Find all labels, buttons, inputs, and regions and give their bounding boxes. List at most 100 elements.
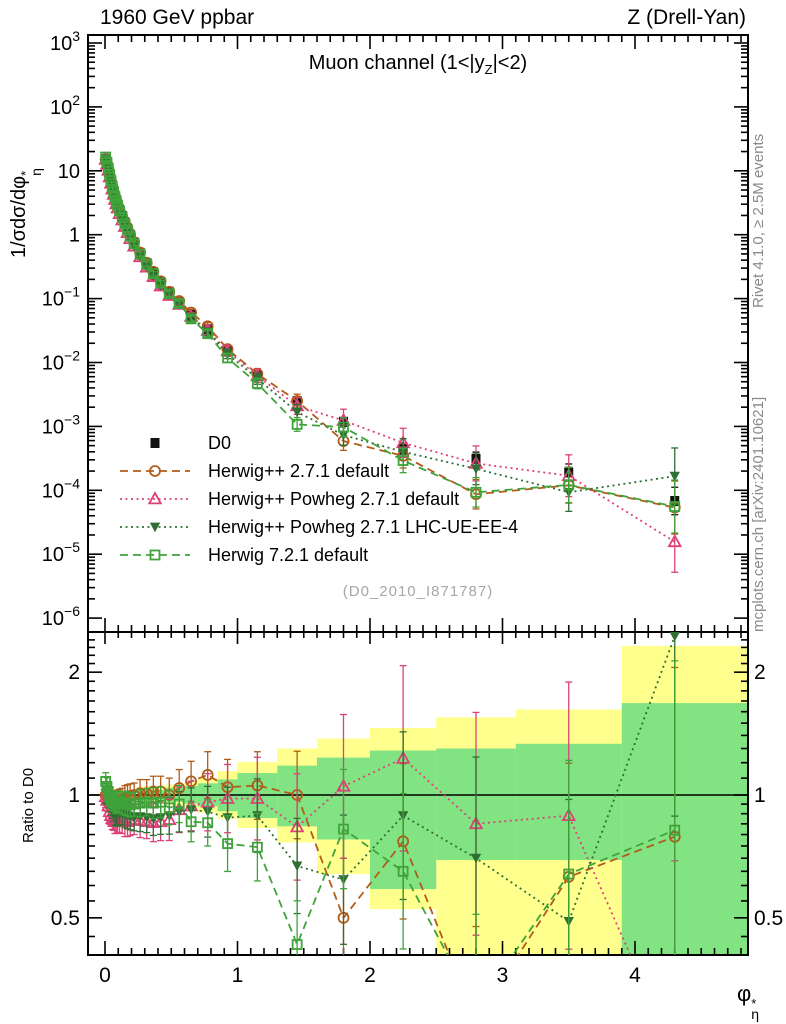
data-point-marker [147,797,159,809]
data-point-marker [114,205,125,217]
ratio-y-tick-label-left: 2 [68,661,80,684]
data-point-marker [102,162,114,174]
legend-item-label: Herwig++ Powheg 2.7.1 default [208,488,460,509]
series-line [104,781,676,955]
data-point-marker [185,816,197,828]
data-point-marker [291,407,303,418]
panel-title-prefix: Muon channel (1<|y [308,52,485,74]
main-y-tick-label: 10−2 [42,348,80,375]
axis-ticks [88,35,748,955]
data-point-marker [134,797,146,809]
legend-item-4: Herwig 7.2.1 default [118,541,518,569]
panel-title-suffix: |<2) [492,52,528,74]
data-point-marker [112,199,123,211]
x-tick-label: 3 [497,964,509,987]
legend-item-label: D0 [208,432,232,453]
y-axis-label-supsub: * η [18,168,44,176]
legend-swatch [120,522,190,533]
data-point-marker [471,1016,481,1024]
legend-item-label: Herwig++ Powheg 2.7.1 LHC-UE-EE-4 [208,516,519,537]
data-point-marker [105,175,117,187]
data-point-marker [251,378,263,389]
main-y-tick-label: 10−4 [42,475,80,502]
data-point-marker [173,798,185,810]
data-point-marker [202,328,214,340]
data-point-marker [291,861,303,872]
data-point-marker [222,838,233,850]
data-point-marker [155,277,167,289]
ratio-y-tick-label-right: 1 [754,784,766,807]
data-point-marker [338,823,349,835]
x-axis-label-supsub: * η [751,996,760,1022]
legend-swatch [120,491,190,505]
legend-item-0: D0 [118,429,518,457]
data-point-marker [155,796,167,808]
legend-item-1: Herwig++ 2.7.1 default [118,457,518,485]
legend-item-label: Herwig++ 2.7.1 default [208,460,390,481]
data-point-marker [470,853,482,864]
data-point-marker [397,865,409,877]
data-point-marker [101,156,113,168]
x-tick-label: 4 [629,964,641,987]
panel-title: Muon channel (1<|yZ|<2) [88,52,748,77]
data-point-marker [134,248,146,260]
data-point-marker [141,262,152,272]
data-point-marker [141,796,153,808]
data-point-marker [669,501,681,512]
rivet-version-label: Rivet 4.1.0, ≥ 2.5M events [750,133,767,308]
data-point-marker [667,533,683,548]
legend-swatch [120,465,190,477]
data-point-marker [150,438,160,448]
data-point-marker [141,258,153,270]
main-y-tick-label: 102 [50,92,80,119]
data-point-marker [149,465,161,477]
data-point-marker [669,632,680,642]
legend-swatch [120,549,190,561]
main-y-tick-label: 10−3 [42,411,80,438]
x-tick-label: 0 [99,964,111,987]
band-stat-uncertainty [621,703,748,955]
x-tick-label: 1 [232,964,244,987]
legend-item-2: Herwig++ Powheg 2.7.1 default [118,485,518,513]
data-point-marker [251,841,263,853]
legend-item-3: Herwig++ Powheg 2.7.1 LHC-UE-EE-4 [118,513,518,541]
data-point-marker [104,169,116,181]
ratio-panel-frame [87,631,749,956]
data-point-marker [472,1004,481,1013]
data-point-marker [291,939,303,950]
ratio-series-4 [100,660,681,1013]
main-y-tick-label: 1 [69,225,80,247]
data-point-marker [669,824,681,836]
ratio-y-tick-label-left: 1 [68,784,80,807]
main-y-tick-label: 10−5 [42,539,80,566]
y-axis-label: 1/σdσ/dφ * η [8,168,44,258]
data-point-marker [397,455,409,466]
main-y-tick-label: 103 [50,28,80,55]
mcplots-credit-label: mcplots.cern.ch [arXiv:2401.10621] [750,396,767,632]
data-point-marker [149,549,161,561]
main-y-tick-label: 10−1 [42,284,80,311]
ratio-y-tick-label-left: 0.5 [51,907,80,930]
data-point-marker [173,298,185,309]
main-y-tick-label: 10−6 [42,603,80,630]
ratio-y-tick-label-right: 0.5 [754,907,783,930]
data-point-marker [147,268,159,279]
ratio-uncertainty-bands [136,645,748,955]
data-point-marker [563,868,575,880]
process-label: Z (Drell-Yan) [627,6,746,29]
series-line [104,773,676,955]
data-point-marker [185,313,197,325]
main-series-4 [100,151,681,534]
data-point-marker [163,802,175,814]
x-tick-label: 2 [364,964,376,987]
ratio-y-tick-label-right: 2 [754,661,766,684]
legend: D0 Herwig++ 2.7.1 default Herwig++ Powheg … [118,429,518,569]
data-point-marker [338,421,349,433]
data-point-marker [202,817,214,829]
data-point-marker [122,224,133,236]
ratio-axis-label: Ratio to D0 [20,767,37,843]
data-point-marker [119,218,131,230]
data-point-marker [122,798,133,810]
